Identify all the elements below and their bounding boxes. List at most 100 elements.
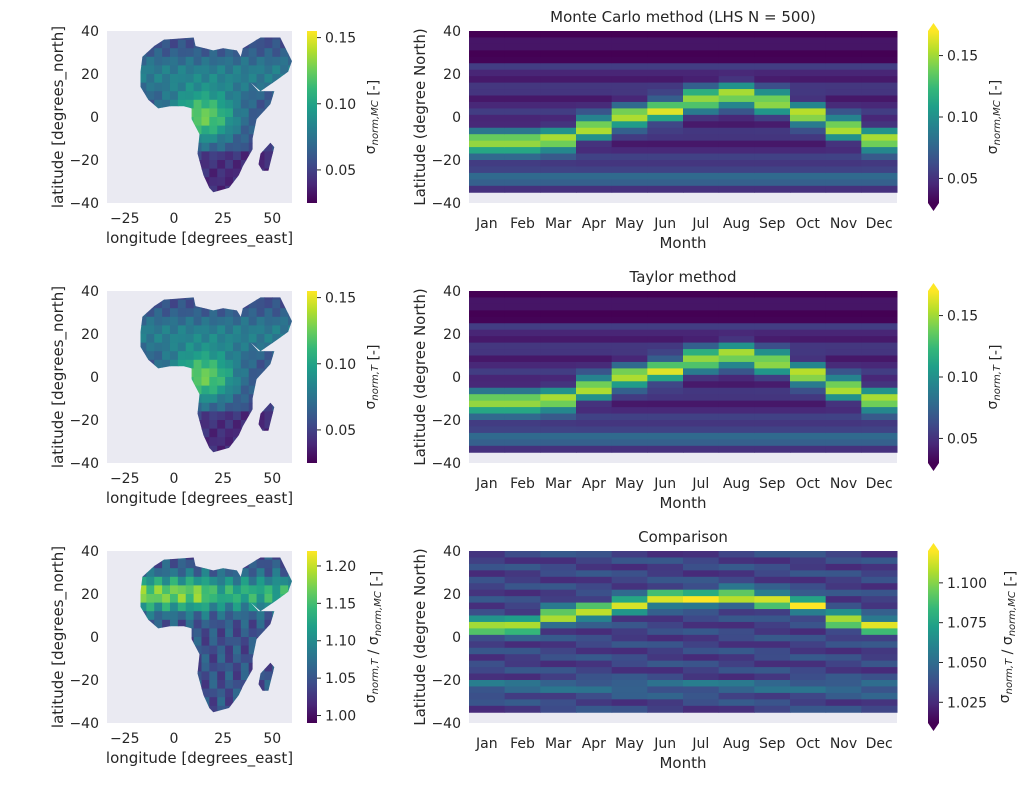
map_taylor-ytick-label: −20 — [69, 413, 99, 429]
lat_month_taylor-cell — [647, 323, 684, 331]
lat_month_taylor-cell — [469, 381, 506, 389]
lat_month_mc-cell — [718, 140, 755, 148]
lat_month_mc-cell — [861, 63, 898, 71]
lat_month_mc-cell — [825, 31, 862, 38]
lat_month_ratio-colorbar-extend-min — [928, 723, 939, 731]
lat_month_ratio-cell — [754, 628, 791, 636]
lat_month_taylor-cell — [790, 387, 827, 395]
lat_month_taylor-cell — [576, 291, 613, 298]
lat_month_taylor-cell — [611, 323, 648, 331]
lat_month_taylor-cell — [825, 394, 862, 402]
lat_month_taylor-cell — [825, 310, 862, 318]
lat_month_taylor-cell — [504, 432, 541, 440]
lat_month_mc-cell — [754, 108, 791, 116]
lat_month_taylor-cell — [469, 303, 506, 311]
map_ratio-xtick-label: 0 — [169, 731, 178, 747]
lat_month_ratio-cell — [825, 647, 862, 655]
lat_month_ratio-cells — [469, 551, 898, 713]
lat_month_mc-cell — [718, 89, 755, 96]
lat_month_ratio-cell — [754, 641, 791, 649]
lat_month_taylor-cell — [683, 336, 720, 344]
lat_month_ratio-cell — [861, 621, 898, 629]
lat_month_mc-cell — [683, 50, 720, 58]
lat_month_mc-cell — [469, 147, 506, 155]
lat_month_mc-cell — [576, 82, 613, 90]
lat_month_taylor-cell — [504, 355, 541, 363]
lat_month_ratio-cell — [540, 660, 577, 668]
lat_month_mc-cell — [504, 179, 541, 187]
lat_month_taylor-cell — [540, 394, 577, 402]
lat_month_mc-cell — [611, 50, 648, 58]
lat_month_mc-cell — [469, 89, 506, 96]
map_mc-ylabel: latitude [degrees_north] — [49, 26, 68, 208]
lat_month_ratio-cell — [647, 615, 684, 623]
lat_month_taylor-cell — [718, 432, 755, 440]
lat_month_taylor-cell — [825, 316, 862, 324]
lat_month_taylor-cell — [576, 407, 613, 415]
lat_month_mc-cell — [469, 121, 506, 129]
lat_month_taylor-cell — [790, 420, 827, 427]
lat_month_taylor-cell — [540, 342, 577, 350]
lat_month_taylor-cell — [718, 342, 755, 350]
lat_month_mc-cell — [611, 95, 648, 103]
lat_month_taylor-cell — [718, 355, 755, 363]
lat_month_ratio-ytick-label: −40 — [431, 716, 461, 732]
lat_month_mc-cell — [790, 114, 827, 122]
lat_month_mc-cell — [790, 121, 827, 129]
lat_month_taylor-cell — [647, 407, 684, 415]
lat_month_ratio-cell — [504, 583, 541, 591]
lat_month_mc-cell — [683, 89, 720, 96]
lat_month_taylor-cell — [540, 407, 577, 415]
lat_month_ratio-cell — [504, 634, 541, 642]
lat_month_ratio-cell — [469, 596, 506, 604]
lat_month_taylor-cell — [504, 374, 541, 382]
lat_month_ratio-cell — [540, 634, 577, 642]
lat_month_mc-cell — [754, 179, 791, 187]
lat_month_taylor-cell — [647, 413, 684, 421]
lat_month_mc-cell — [825, 76, 862, 84]
lat_month_taylor-cell — [790, 394, 827, 402]
lat_month_mc-cell — [861, 101, 898, 109]
lat_month_ratio-cell — [611, 551, 648, 558]
lat_month_mc-cell — [611, 185, 648, 193]
lat_month_ratio-cell — [683, 576, 720, 584]
lat_month_mc-cell — [861, 121, 898, 129]
map_taylor-colorbar-gradient — [307, 291, 317, 463]
lat_month_mc-cell — [576, 160, 613, 167]
lat_month_taylor-cell — [540, 445, 577, 453]
lat_month_taylor-cell — [825, 426, 862, 434]
lat_month_mc-cell — [504, 172, 541, 180]
lat_month_mc-cell — [540, 172, 577, 180]
lat_month_mc-cell — [718, 63, 755, 71]
map_mc-colorbar-gradient — [307, 31, 317, 203]
lat_month_mc-cell — [754, 172, 791, 180]
lat_month_taylor-cell — [718, 329, 755, 337]
lat_month_mc-cell — [754, 147, 791, 155]
lat_month_taylor-cell — [718, 407, 755, 415]
lat_month_taylor-cell — [576, 329, 613, 337]
lat_month_taylor-cell — [504, 426, 541, 434]
lat_month_mc-cell — [861, 43, 898, 51]
lat_month_ratio-cell — [576, 705, 613, 713]
lat_month_mc-cell — [825, 147, 862, 155]
lat_month_ratio-cell — [576, 596, 613, 604]
lat_month_mc-colorbar-extend-min — [928, 203, 939, 211]
lat_month_mc-cell — [576, 76, 613, 84]
lat_month_taylor-cell — [754, 303, 791, 311]
lat_month_mc-cell — [576, 179, 613, 187]
lat_month_mc-cell — [540, 114, 577, 122]
lat_month_taylor-cell — [683, 291, 720, 298]
lat_month_taylor-cell — [576, 394, 613, 402]
lat_month_taylor-cell — [611, 303, 648, 311]
lat_month_taylor-cell — [754, 426, 791, 434]
lat_month_taylor-cell — [469, 413, 506, 421]
lat_month_mc-cell — [790, 172, 827, 180]
lat_month_mc-cell — [790, 179, 827, 187]
lat_month_ratio-cell — [540, 699, 577, 707]
map_taylor-ylabel: latitude [degrees_north] — [49, 286, 68, 468]
lat_month_ratio-ytick-label: 20 — [443, 587, 461, 603]
lat_month_mc-cell — [754, 43, 791, 51]
lat_month_taylor-cell — [861, 303, 898, 311]
lat_month_taylor-cell — [825, 445, 862, 453]
lat_month_taylor-cell — [718, 323, 755, 331]
